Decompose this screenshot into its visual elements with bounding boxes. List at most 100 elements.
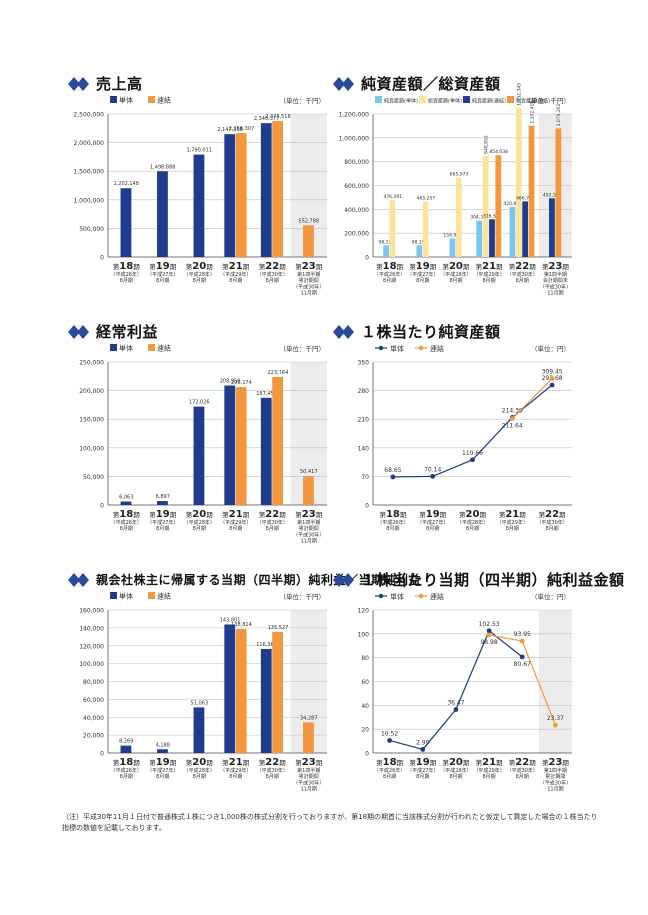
legend-swatch: [375, 96, 382, 103]
y-tick-label: 120: [358, 608, 370, 615]
y-tick-label: 600,000: [344, 183, 369, 190]
bar: [303, 476, 314, 505]
bar: [528, 125, 535, 258]
data-label: 172,026: [189, 400, 210, 406]
category-label: 第21期: [476, 757, 503, 768]
data-label: 23.37: [547, 715, 564, 722]
y-tick-label: 0: [100, 503, 104, 510]
period-note: （平成30年）: [507, 767, 538, 774]
period-note: （平成30年）: [257, 519, 288, 526]
period-note: （平成29年）: [220, 519, 251, 526]
eps-title: １株当たり当期（四半期）純利益金額: [333, 568, 625, 590]
category-label: 第18期: [376, 757, 403, 768]
category-label: 第23期: [542, 261, 569, 272]
period-note: （平成26年）: [111, 767, 142, 774]
data-label: 2,166,307: [229, 126, 254, 132]
bar: [303, 225, 314, 257]
net-total-assets-panel: 純資産額／総資産額 純資産額(単体) 総資産額(単体) 純資産額(連結) 総資産額(連…: [333, 72, 623, 297]
series-line: [432, 459, 473, 477]
bar: [193, 154, 205, 257]
period-note: 8月期: [506, 526, 519, 532]
footnote: （注）平成30年11月１日付で普通株式１株につき1,000株の株式分割を行ってお…: [62, 813, 598, 832]
category-label: 第21期: [222, 757, 249, 768]
legend-label: 単体: [119, 592, 133, 601]
period-note: 11月期: [301, 539, 317, 545]
net-income-panel: 親会社株主に帰属する当期（四半期）純利益／当期純利益 単体 連結 （単位：千円） 0 2…: [68, 568, 421, 793]
y-tick-label: 140,000: [79, 625, 104, 632]
period-note: 11月期: [301, 291, 317, 297]
data-label: 98,195: [412, 239, 428, 245]
category-label: 第22期: [259, 509, 286, 520]
legend-label: 総資産額(単体): [428, 98, 462, 105]
bar: [555, 128, 562, 257]
data-point: [486, 628, 492, 634]
period-note: 8月期: [120, 278, 133, 284]
period-note: （平成26年）: [374, 767, 405, 774]
legend-label: 単体: [390, 344, 404, 353]
period-note: 累計期間: [299, 773, 319, 780]
data-label: 465,257: [417, 196, 436, 202]
period-note: 累計期間: [299, 277, 319, 284]
y-tick-label: 1,200,000: [338, 112, 369, 119]
period-note: 8月期: [193, 774, 206, 780]
category-label: 第23期: [295, 757, 322, 768]
category-label: 第20期: [459, 509, 486, 520]
bar: [272, 377, 284, 505]
period-note: （平成30年）: [540, 779, 571, 786]
period-note: （平成26年）: [377, 519, 408, 526]
y-tick-label: 400,000: [344, 207, 369, 214]
y-tick-label: 1,000,000: [338, 135, 369, 142]
bar: [422, 201, 429, 257]
y-tick-label: 200,000: [344, 231, 369, 238]
y-tick-label: 0: [100, 255, 104, 262]
period-note: 8月期: [120, 526, 133, 532]
data-label: 70.14: [424, 466, 441, 473]
legend-label: 連結: [430, 592, 444, 601]
category-label: 第23期: [295, 261, 322, 272]
data-label: 1,079,202: [556, 103, 562, 126]
bar: [235, 628, 247, 753]
legend-label: 連結: [157, 344, 171, 353]
y-tick-label: 210: [358, 417, 370, 424]
data-label: 34,287: [300, 715, 318, 721]
legend-swatch: [110, 344, 117, 351]
period-note: 第1四半期: [544, 767, 567, 774]
series-line: [488, 630, 523, 658]
data-point: [453, 707, 459, 712]
period-note: 8月期: [156, 278, 169, 284]
y-tick-label: 200,000: [79, 388, 104, 395]
bar: [272, 631, 284, 753]
unit-label: （単位：千円）: [280, 344, 326, 353]
data-point: [553, 722, 558, 728]
category-label: 第23期: [295, 509, 322, 520]
data-label: 206,174: [231, 380, 252, 386]
legend-label: 総資産額(連結): [516, 98, 550, 105]
y-tick-label: 40: [361, 703, 369, 710]
data-label: 223,764: [268, 370, 289, 376]
unit-label: （単位：円）: [531, 592, 570, 601]
double-diamond-icon: [333, 572, 355, 587]
period-note: 8月期: [229, 774, 242, 780]
period-note: （平成30年）: [507, 271, 538, 278]
category-label: 第22期: [509, 757, 536, 768]
series-line: [455, 630, 490, 710]
y-tick-label: 40,000: [83, 715, 104, 722]
category-label: 第18期: [113, 261, 140, 272]
period-note: （平成30年）: [540, 283, 571, 290]
data-label: 51,063: [191, 700, 209, 706]
y-tick-label: 80: [361, 655, 369, 662]
category-label: 第20期: [186, 261, 213, 272]
y-tick-label: 1,500,000: [73, 169, 104, 176]
series-line: [472, 416, 513, 461]
bar: [389, 200, 396, 257]
bar: [157, 501, 168, 505]
data-label: 135,527: [268, 625, 289, 631]
double-diamond-icon: [68, 572, 90, 587]
legend-label: 純資産額(単体): [384, 98, 418, 105]
unit-label: （単位：円）: [531, 344, 570, 353]
bar: [120, 188, 132, 257]
legend-swatch: [110, 96, 117, 103]
series-line: [488, 634, 523, 642]
legend-label: 単体: [119, 96, 133, 105]
y-tick-label: 250,000: [79, 360, 104, 367]
